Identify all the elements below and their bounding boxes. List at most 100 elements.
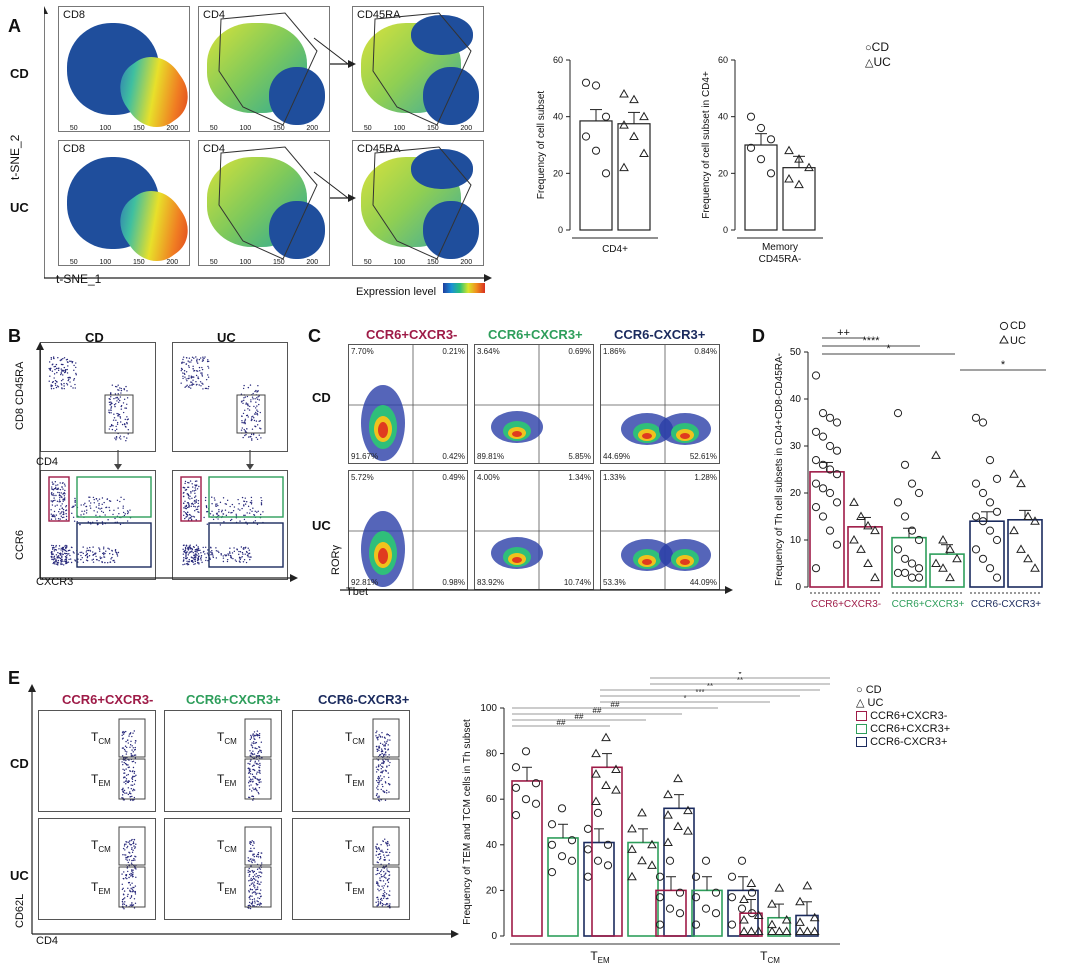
tsne-tick-r2-c2-2: 100 bbox=[239, 259, 252, 266]
e-dot bbox=[250, 888, 252, 891]
c-density-peak-1-0 bbox=[378, 422, 388, 438]
e-dot bbox=[383, 762, 385, 764]
e-dot bbox=[127, 887, 129, 890]
a1-point-uc-0 bbox=[619, 88, 629, 98]
b-dot bbox=[58, 494, 61, 496]
d-point-cd-0-16 bbox=[811, 503, 821, 512]
b-dot bbox=[126, 390, 128, 392]
b-dot bbox=[60, 373, 62, 376]
legend-a-cd: ○CD bbox=[865, 40, 889, 54]
b-dot bbox=[256, 424, 259, 426]
e-point-cd-g2-0-1 bbox=[665, 904, 675, 913]
e-dot bbox=[132, 760, 135, 763]
c-plot-2: 3.64% 0.69% 89.81% 5.85% bbox=[474, 344, 594, 464]
e-dot bbox=[379, 901, 382, 903]
b-dot bbox=[249, 405, 251, 408]
b-dot bbox=[56, 488, 58, 490]
b-dot bbox=[188, 506, 190, 508]
b-dot bbox=[194, 499, 196, 502]
e-dot bbox=[131, 891, 134, 893]
b-dot bbox=[186, 493, 188, 495]
e-dot bbox=[381, 765, 383, 768]
b-dot bbox=[52, 363, 54, 365]
b-dot bbox=[190, 492, 192, 494]
e-dot bbox=[131, 882, 133, 884]
e-dot bbox=[380, 788, 382, 791]
b-dot bbox=[254, 398, 256, 400]
a2-point-uc-0 bbox=[784, 145, 794, 155]
b-gate-cd4-2 bbox=[236, 394, 266, 434]
e-dot bbox=[128, 759, 130, 761]
b-dot bbox=[119, 396, 122, 398]
e-dot bbox=[385, 897, 388, 900]
e-dot bbox=[378, 848, 381, 850]
e-dot bbox=[383, 791, 385, 794]
a1-ytick-label-2: 40 bbox=[553, 112, 563, 122]
e-dot bbox=[250, 860, 253, 862]
b-dot bbox=[64, 559, 66, 561]
e-dot bbox=[249, 773, 252, 775]
e-dot bbox=[256, 747, 258, 750]
b-dot bbox=[192, 551, 195, 554]
b-dot bbox=[86, 556, 89, 559]
b-dot bbox=[73, 364, 75, 367]
b-dot bbox=[50, 387, 53, 390]
b-dot bbox=[185, 371, 188, 373]
b-dot bbox=[201, 368, 204, 371]
e-dot bbox=[251, 888, 254, 891]
b-dot bbox=[256, 511, 258, 513]
b-dot bbox=[244, 547, 246, 549]
e-dot bbox=[389, 890, 391, 892]
e-dot bbox=[247, 782, 250, 784]
b-dot bbox=[242, 412, 245, 415]
b-dot bbox=[49, 368, 51, 371]
b-dot bbox=[228, 511, 230, 514]
e-dot bbox=[379, 877, 381, 879]
e-dot bbox=[249, 879, 251, 881]
b-dot bbox=[190, 490, 192, 493]
b-dot bbox=[180, 382, 182, 384]
b-scatter-4 bbox=[180, 476, 284, 568]
b-dot bbox=[98, 504, 100, 506]
e-dot bbox=[127, 773, 129, 776]
b-dot bbox=[189, 546, 192, 548]
d-point-cd-0-1 bbox=[818, 409, 828, 418]
e-dot bbox=[130, 740, 132, 743]
e-dot bbox=[134, 740, 137, 742]
e-dot bbox=[247, 796, 250, 799]
d-point-cd-0-7 bbox=[832, 446, 842, 455]
e-plot-1: TCM TEM bbox=[38, 710, 156, 812]
e-dot bbox=[123, 908, 125, 910]
e-sig-label-7: ** bbox=[737, 676, 743, 685]
e-dot bbox=[248, 904, 251, 906]
b-dot bbox=[192, 515, 194, 518]
b-dot bbox=[188, 366, 190, 369]
e-dot bbox=[254, 887, 256, 889]
e-dot bbox=[256, 892, 258, 894]
b-dot bbox=[54, 481, 57, 483]
b-dot bbox=[58, 511, 60, 513]
b-dot bbox=[58, 499, 61, 501]
b-dot bbox=[195, 519, 197, 521]
b-xlabel-top: CD4 bbox=[36, 456, 59, 468]
b-dot bbox=[246, 554, 249, 557]
b-dot bbox=[255, 389, 257, 392]
e-dot bbox=[260, 741, 263, 743]
e-dot bbox=[130, 844, 132, 846]
e-dot bbox=[129, 744, 132, 746]
e-dot bbox=[129, 799, 132, 801]
e-dot bbox=[128, 735, 130, 737]
b-dot bbox=[193, 556, 196, 558]
e-dot bbox=[130, 793, 132, 795]
c-quadrant-2-2: 0.69% bbox=[568, 347, 591, 356]
tsne-tick-r2-c3-4: 200 bbox=[460, 259, 473, 266]
b-dot bbox=[112, 419, 115, 421]
e-dot bbox=[253, 853, 255, 855]
b-dot bbox=[189, 544, 191, 546]
b-dot bbox=[193, 559, 195, 561]
b-dot bbox=[86, 549, 88, 552]
e-bar-g2-0 bbox=[655, 889, 687, 937]
e-dot bbox=[125, 904, 128, 907]
e-dot bbox=[251, 892, 254, 894]
